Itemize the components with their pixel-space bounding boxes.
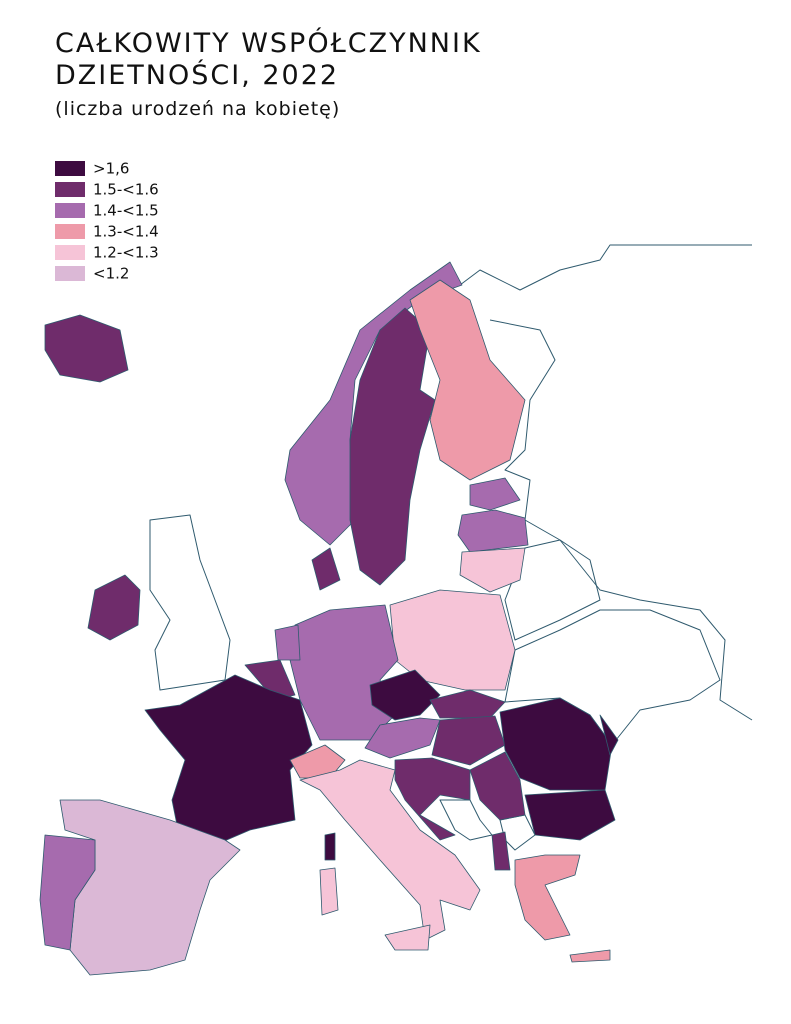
map (39, 244, 753, 976)
country (319, 867, 339, 916)
country (469, 477, 521, 511)
outline (149, 514, 231, 691)
country (44, 314, 129, 383)
country (491, 831, 511, 871)
legend-label: 1.5-<1.6 (93, 181, 159, 199)
outline (504, 539, 601, 641)
outline (459, 244, 752, 291)
legend-swatch (55, 161, 85, 176)
legend-label: >1,6 (93, 160, 129, 178)
country (299, 759, 481, 941)
title-line: CAŁKOWITY WSPÓŁCZYNNIK (55, 27, 482, 59)
country (569, 949, 611, 963)
country (324, 832, 336, 861)
country (469, 751, 526, 821)
legend-label: 1.2-<1.3 (93, 244, 159, 262)
country (87, 574, 141, 641)
outline (489, 319, 753, 721)
country (384, 924, 431, 951)
legend-swatch (55, 224, 85, 239)
country (274, 624, 301, 661)
country (409, 279, 526, 481)
country (39, 834, 96, 951)
legend-label: <1.2 (93, 265, 129, 283)
subtitle: (liczba urodzeń na kobietę) (55, 98, 340, 120)
country (289, 744, 346, 779)
legend-swatch (55, 245, 85, 260)
country (459, 547, 526, 593)
country (364, 717, 441, 759)
legend-swatch (55, 266, 85, 281)
legend-swatch (55, 182, 85, 197)
legend-label: 1.4-<1.5 (93, 202, 159, 220)
country (431, 715, 506, 766)
country (311, 547, 341, 591)
country (457, 509, 529, 553)
country (524, 789, 616, 841)
country (289, 604, 399, 741)
country (394, 757, 471, 841)
country (599, 714, 619, 756)
country (429, 689, 506, 719)
legend-swatch (55, 203, 85, 218)
legend-label: 1.3-<1.4 (93, 223, 159, 241)
legend: >1,6 1.5-<1.6 1.4-<1.5 1.3-<1.4 1.2-<1.3 <1.2 (55, 160, 159, 283)
country (369, 669, 441, 721)
country (144, 674, 313, 846)
country (514, 854, 581, 941)
title-line: DZIETNOŚCI, 2022 (55, 59, 339, 91)
country (389, 589, 516, 691)
country (349, 307, 436, 586)
